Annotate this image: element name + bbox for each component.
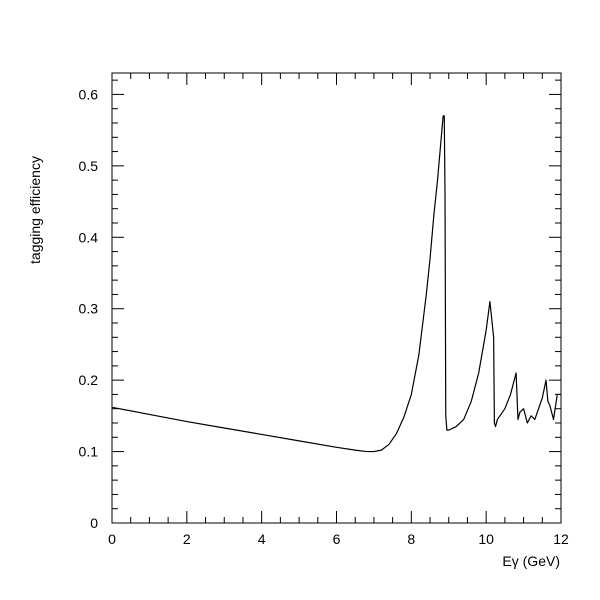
y-tick-label: 0.4	[79, 229, 99, 245]
x-tick-label: 8	[407, 531, 415, 547]
y-tick-label: 0.2	[79, 372, 99, 388]
x-tick-label: 12	[553, 531, 569, 547]
x-tick-label: 0	[108, 531, 116, 547]
x-axis-tick-labels: 0 2 4 6 8 10 12	[108, 531, 569, 547]
x-axis-label: Eγ (GeV)	[502, 553, 560, 569]
y-tick-label: 0.6	[79, 86, 99, 102]
series-line	[111, 115, 561, 453]
y-tick-label: 0.5	[79, 158, 99, 174]
y-tick-label: 0.1	[79, 444, 99, 460]
x-tick-label: 2	[183, 531, 191, 547]
x-tick-label: 10	[478, 531, 494, 547]
x-tick-label: 4	[258, 531, 266, 547]
y-axis-label: tagging efficiency	[27, 156, 43, 264]
y-tick-label: 0	[90, 515, 98, 531]
y-axis-ticks	[112, 79, 561, 524]
x-tick-label: 6	[333, 531, 341, 547]
y-tick-label: 0.3	[79, 301, 99, 317]
x-axis-ticks	[111, 73, 562, 523]
y-axis-tick-labels: 0 0.1 0.2 0.3 0.4 0.5 0.6	[79, 86, 99, 531]
